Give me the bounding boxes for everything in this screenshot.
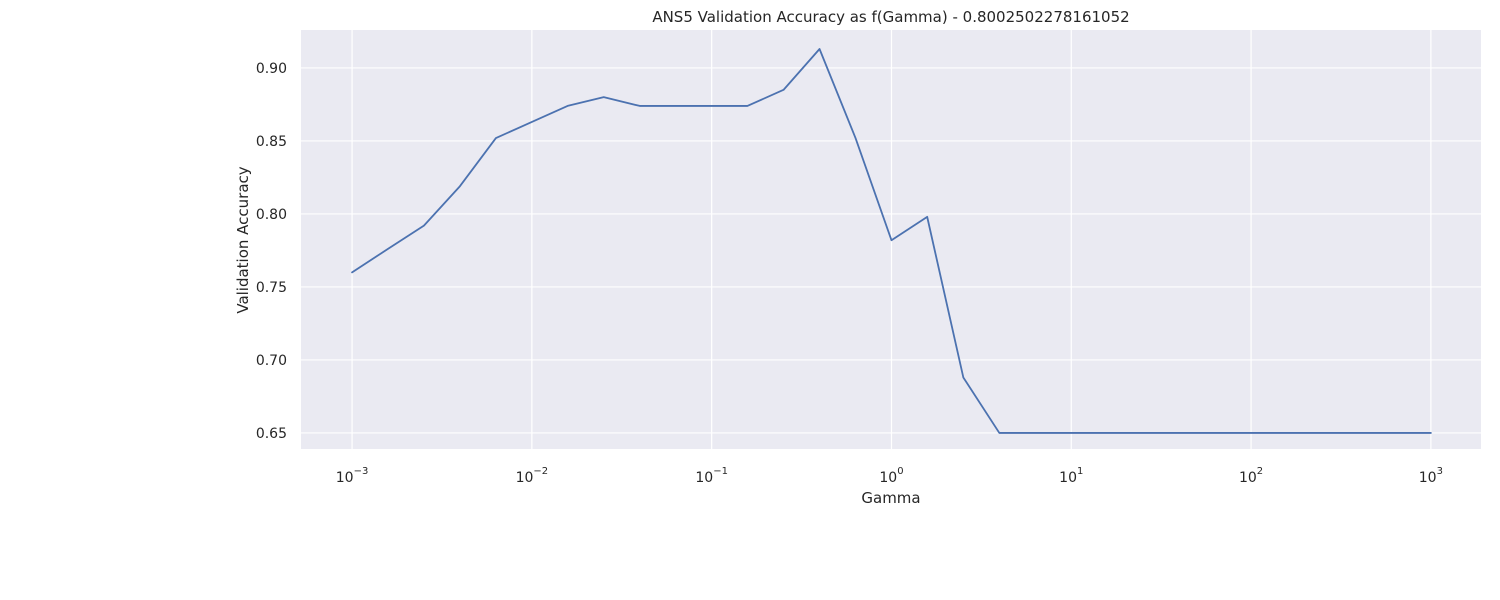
x-tick-label-5: 102	[1239, 466, 1263, 486]
x-tick-labels: 10−3 10−2 10−1 100 101 102 103	[336, 466, 1443, 486]
x-tick-label-2: 10−1	[695, 466, 728, 486]
x-tick-label-4: 101	[1059, 466, 1083, 486]
grid-lines	[301, 30, 1481, 449]
series-layer	[351, 48, 1432, 434]
chart-title: ANS5 Validation Accuracy as f(Gamma) - 0…	[652, 8, 1129, 26]
y-tick-label-4: 0.85	[256, 134, 287, 150]
x-tick-label-3: 100	[879, 466, 903, 486]
y-tick-label-1: 0.70	[256, 353, 287, 369]
y-tick-label-2: 0.75	[256, 280, 287, 296]
y-tick-label-3: 0.80	[256, 207, 287, 223]
x-tick-label-0: 10−3	[336, 466, 369, 486]
x-tick-label-6: 103	[1419, 466, 1443, 486]
y-axis-label: Validation Accuracy	[234, 166, 252, 313]
x-axis-label: Gamma	[861, 489, 920, 507]
y-tick-label-0: 0.65	[256, 426, 287, 442]
y-tick-labels: 0.65 0.70 0.75 0.80 0.85 0.90	[256, 61, 287, 442]
y-tick-label-5: 0.90	[256, 61, 287, 77]
series-line-0	[351, 48, 1432, 434]
x-tick-label-1: 10−2	[516, 466, 549, 486]
